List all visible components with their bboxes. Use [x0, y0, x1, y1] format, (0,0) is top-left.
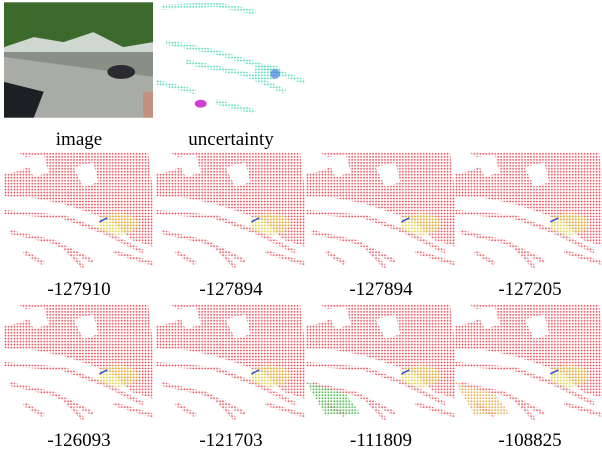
- segmentation: [156, 152, 305, 268]
- segmentation: [4, 152, 153, 268]
- energy-caption: -111809: [350, 430, 412, 451]
- segmentation: [4, 304, 153, 420]
- segmentation: [455, 304, 602, 420]
- energy-caption: -127894: [199, 279, 263, 300]
- energy-caption: -127894: [349, 279, 413, 300]
- segmentation: [455, 152, 602, 268]
- energy-caption: -127205: [498, 279, 562, 300]
- segmentation: [306, 152, 455, 268]
- energy-caption: -126093: [47, 430, 111, 451]
- caption: image: [55, 129, 103, 150]
- energy-caption: -108825: [498, 430, 562, 451]
- input-image: [4, 2, 153, 118]
- segmentation: [306, 304, 455, 420]
- uncertainty-map: [156, 2, 305, 118]
- energy-caption: -127910: [47, 279, 111, 300]
- segmentation: [156, 304, 305, 420]
- energy-caption: -121703: [199, 430, 263, 451]
- caption: uncertainty: [188, 129, 274, 150]
